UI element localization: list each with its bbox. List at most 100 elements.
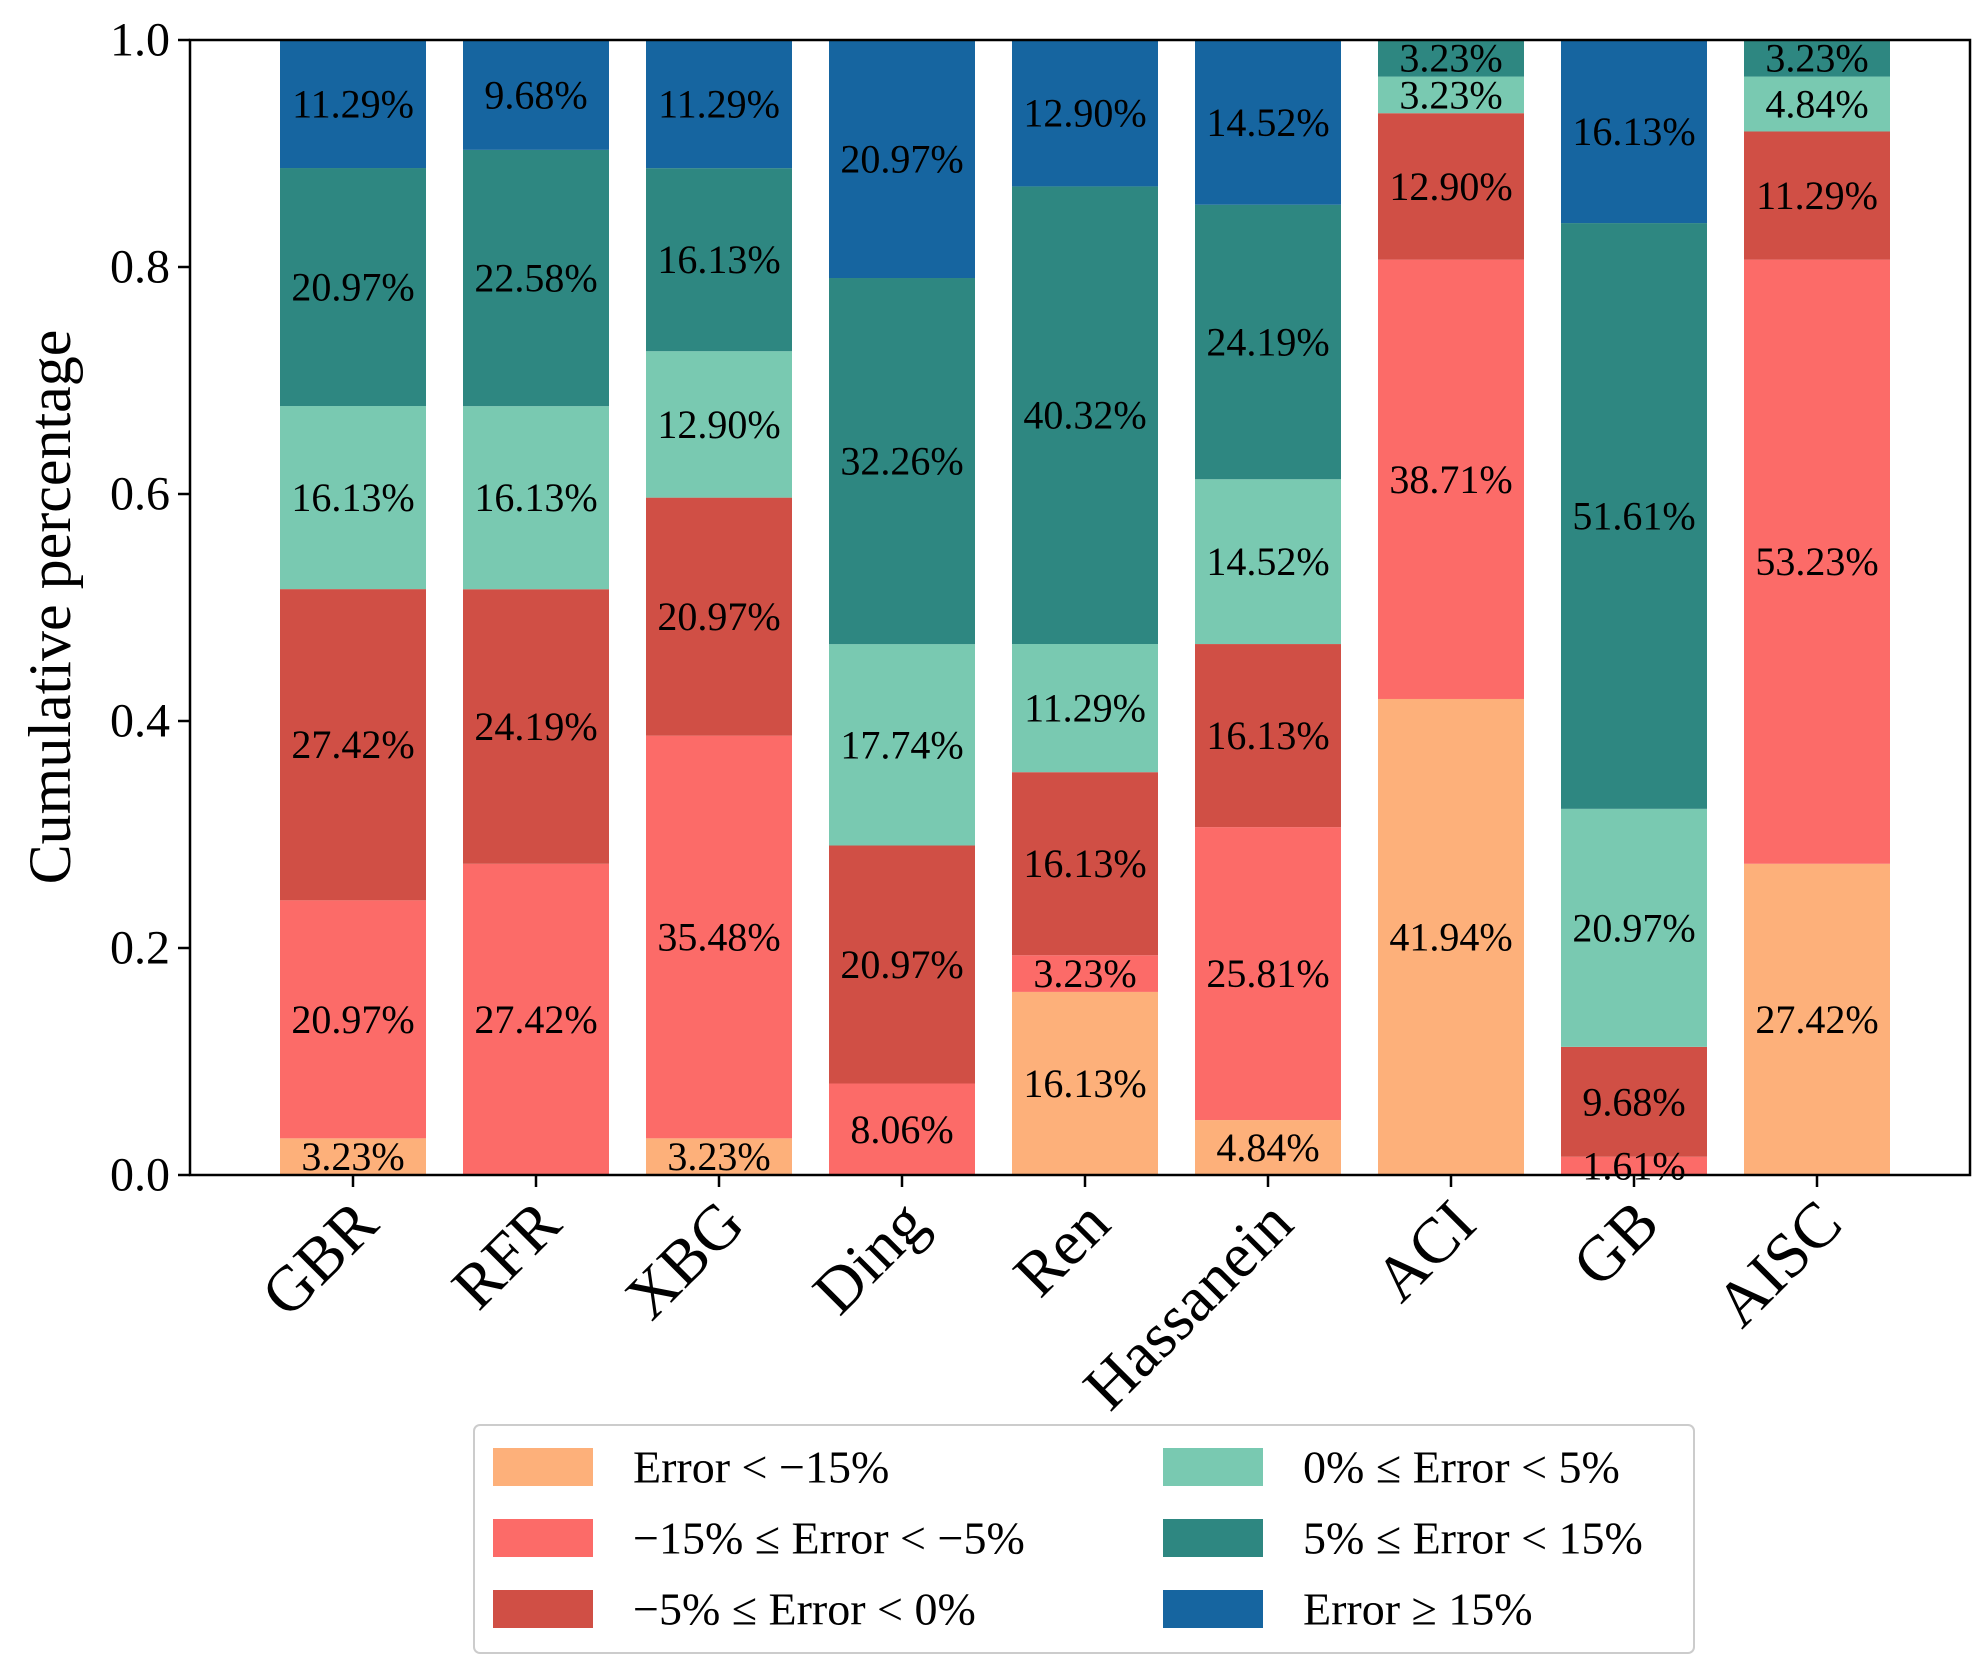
legend-swatch xyxy=(493,1590,593,1628)
bar-segment-aci-s4 xyxy=(1378,39,1524,77)
bar-segment-ren-s0 xyxy=(1012,991,1158,1175)
data-label: 20.97% xyxy=(291,265,414,310)
data-label: 20.97% xyxy=(1572,905,1695,950)
data-label: 20.97% xyxy=(840,942,963,987)
bar-segment-rfr-s2 xyxy=(463,589,609,864)
data-label: 8.06% xyxy=(850,1107,953,1152)
bar-segment-xbg-s4 xyxy=(646,168,792,352)
data-label: 20.97% xyxy=(291,997,414,1042)
y-tick-label: 0.0 xyxy=(110,1149,170,1202)
bar-segment-ding-s4 xyxy=(829,278,975,645)
x-category-label: AISC xyxy=(1702,1187,1855,1340)
data-label: 3.23% xyxy=(301,1134,404,1179)
bar-segment-ding-s3 xyxy=(829,644,975,846)
bar-segment-aisc-s0 xyxy=(1744,863,1890,1175)
bar-segment-gbr-s1 xyxy=(280,900,426,1139)
bar-segment-aisc-s4 xyxy=(1744,39,1890,77)
data-label: 40.32% xyxy=(1023,393,1146,438)
data-label: 16.13% xyxy=(657,237,780,282)
bar-segment-gbr-s5 xyxy=(280,39,426,169)
x-category-label: Ren xyxy=(1000,1187,1123,1310)
data-label: 35.48% xyxy=(657,914,780,959)
data-label: 16.13% xyxy=(474,475,597,520)
bar-segment-aisc-s2 xyxy=(1744,131,1890,260)
data-label: 12.90% xyxy=(657,402,780,447)
x-category-label: ACI xyxy=(1361,1187,1489,1315)
bar-segment-gb-s4 xyxy=(1561,223,1707,809)
data-label: 3.23% xyxy=(667,1134,770,1179)
legend-swatch xyxy=(493,1448,593,1486)
data-label: 11.29% xyxy=(292,81,414,126)
x-category-label: XBG xyxy=(611,1187,757,1333)
legend-swatch xyxy=(1163,1448,1263,1486)
bar-segment-aisc-s1 xyxy=(1744,259,1890,864)
bar-segment-xbg-s5 xyxy=(646,40,792,169)
bars-layer xyxy=(280,39,1890,1175)
data-label: 17.74% xyxy=(840,722,963,767)
data-label: 16.13% xyxy=(291,475,414,520)
legend-swatch xyxy=(1163,1590,1263,1628)
bar-segment-ren-s4 xyxy=(1012,186,1158,645)
bar-segment-aci-s2 xyxy=(1378,113,1524,260)
y-tick-label: 0.6 xyxy=(110,468,170,521)
bar-segment-hassanein-s3 xyxy=(1195,479,1341,645)
data-label: 11.29% xyxy=(658,82,780,127)
bar-segment-rfr-s5 xyxy=(463,40,609,150)
bar-segment-xbg-s0 xyxy=(646,1138,792,1175)
bar-segment-ding-s2 xyxy=(829,845,975,1084)
bar-segment-hassanein-s5 xyxy=(1195,39,1341,205)
y-tick-label: 0.8 xyxy=(110,241,170,294)
legend-label: 5% ≤ Error < 15% xyxy=(1303,1513,1643,1564)
data-label: 11.29% xyxy=(1024,686,1146,731)
bar-segment-hassanein-s0 xyxy=(1195,1120,1341,1175)
bar-segment-hassanein-s2 xyxy=(1195,644,1341,828)
x-category-label: RFR xyxy=(438,1186,574,1322)
bar-segment-aisc-s3 xyxy=(1744,76,1890,132)
legend-frame xyxy=(473,1424,1695,1654)
data-label: 3.23% xyxy=(1033,951,1136,996)
data-label: 14.52% xyxy=(1206,100,1329,145)
data-label: 38.71% xyxy=(1389,457,1512,502)
x-category-label: GBR xyxy=(248,1186,391,1329)
data-label: 4.84% xyxy=(1765,82,1868,127)
bar-segment-xbg-s3 xyxy=(646,351,792,498)
y-axis-label: Cumulative percentage xyxy=(17,330,83,885)
bar-segment-gbr-s4 xyxy=(280,168,426,407)
bar-segment-hassanein-s1 xyxy=(1195,827,1341,1121)
data-label: 27.42% xyxy=(1755,997,1878,1042)
data-label: 12.90% xyxy=(1023,91,1146,136)
y-tick-label: 0.4 xyxy=(110,695,170,748)
data-label: 51.61% xyxy=(1572,493,1695,538)
data-label: 22.58% xyxy=(474,256,597,301)
legend-swatch xyxy=(1163,1519,1263,1557)
bar-segment-rfr-s1 xyxy=(463,863,609,1175)
y-tick-label: 0.2 xyxy=(110,922,170,975)
bar-segment-aci-s3 xyxy=(1378,76,1524,114)
bar-segment-aci-s1 xyxy=(1378,259,1524,699)
bar-segment-gb-s5 xyxy=(1561,40,1707,224)
bar-segment-ren-s3 xyxy=(1012,644,1158,773)
bar-segment-gb-s2 xyxy=(1561,1046,1707,1157)
legend-swatch xyxy=(493,1519,593,1557)
data-label: 27.42% xyxy=(474,997,597,1042)
bar-segment-gbr-s0 xyxy=(280,1138,426,1175)
data-label: 24.19% xyxy=(474,704,597,749)
bar-segment-rfr-s4 xyxy=(463,149,609,407)
plot-frame xyxy=(188,38,1972,1177)
x-category-label: Ding xyxy=(799,1187,940,1328)
data-label: 53.23% xyxy=(1755,539,1878,584)
data-label: 32.26% xyxy=(840,439,963,484)
data-label: 4.84% xyxy=(1216,1125,1319,1170)
legend-label: 0% ≤ Error < 5% xyxy=(1303,1442,1620,1493)
data-label: 27.42% xyxy=(291,722,414,767)
x-category-label: GB xyxy=(1559,1187,1672,1300)
y-tick-label: 1.0 xyxy=(110,14,170,67)
bar-segment-gb-s1 xyxy=(1561,1156,1707,1175)
bar-segment-gb-s3 xyxy=(1561,808,1707,1047)
data-label: 16.13% xyxy=(1023,1061,1146,1106)
data-label: 16.13% xyxy=(1572,109,1695,154)
data-label: 16.13% xyxy=(1206,713,1329,758)
data-label: 9.68% xyxy=(484,72,587,117)
